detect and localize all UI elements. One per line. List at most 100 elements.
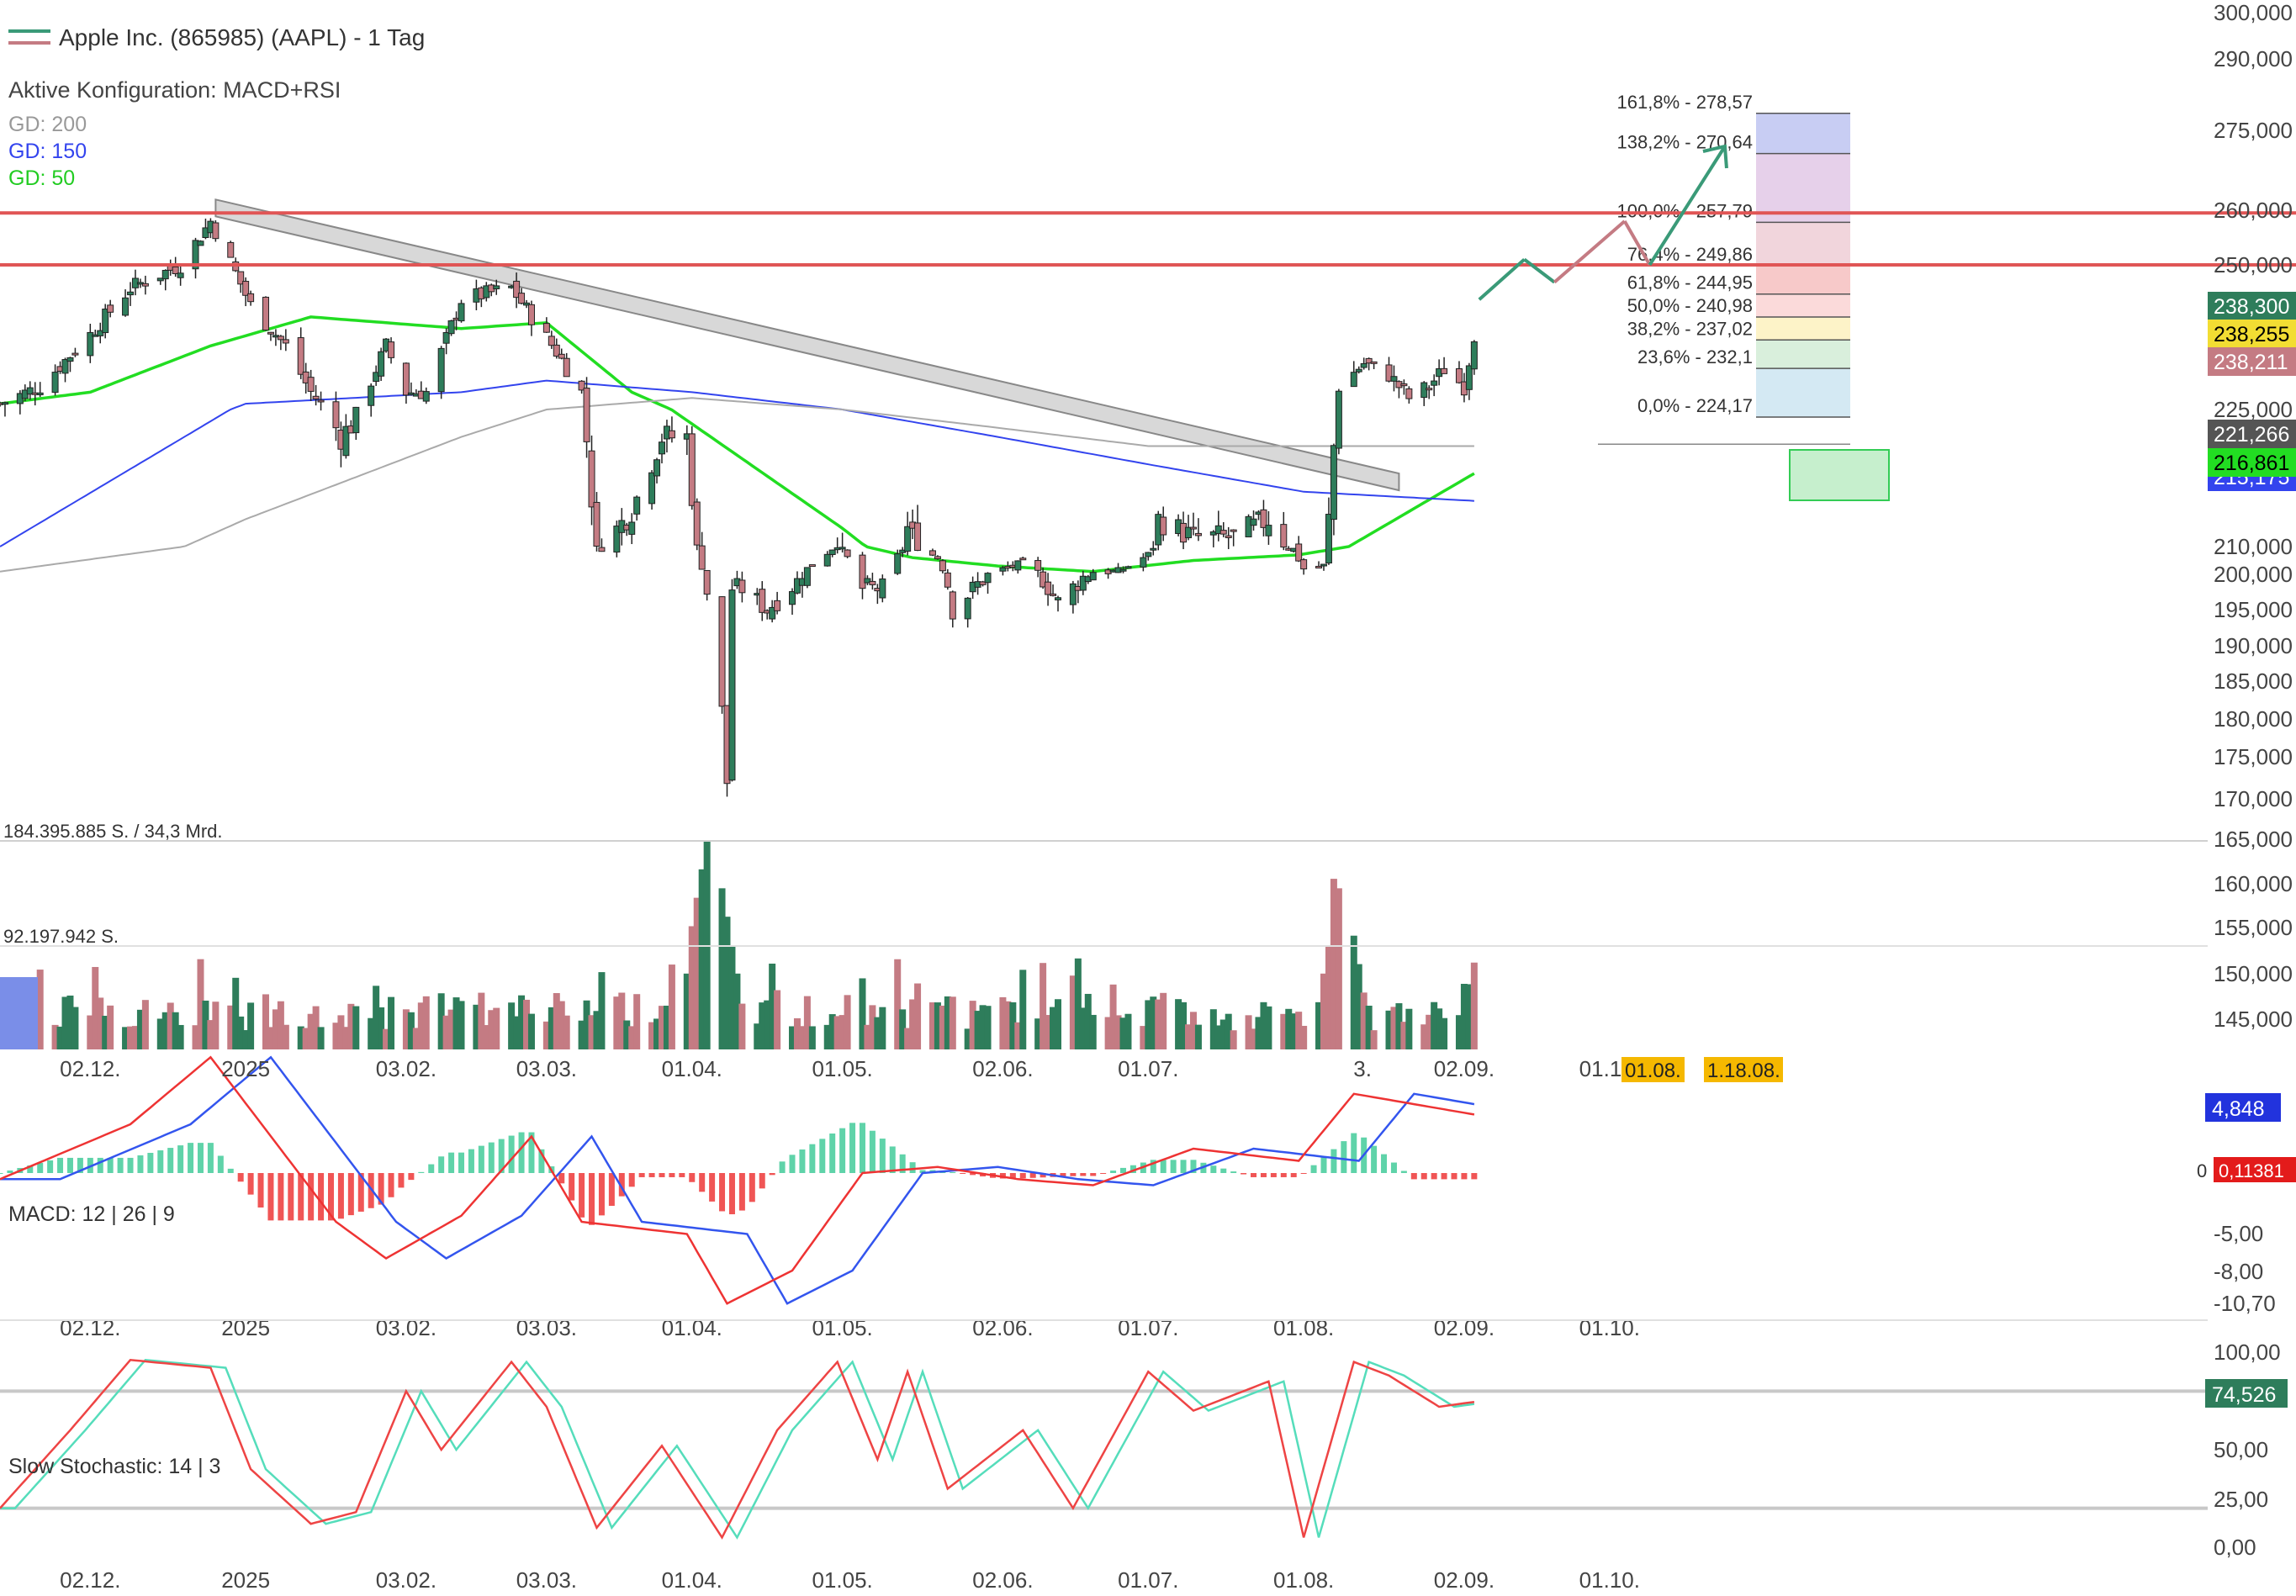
- macd-histogram-bar: [1220, 1168, 1227, 1173]
- badge-mid: [2208, 320, 2296, 348]
- candle-body: [1265, 525, 1272, 536]
- candle-body: [513, 280, 521, 299]
- candle-body: [1150, 547, 1157, 551]
- volume-bar: [578, 1020, 585, 1049]
- moving-average-line: [0, 379, 1474, 547]
- macd-panel: [0, 1055, 1478, 1305]
- candle-body: [1260, 509, 1267, 528]
- badge-gd50: [2208, 448, 2296, 477]
- candle-body: [1470, 341, 1478, 370]
- fib-zone: [1756, 340, 1850, 369]
- volume-bar: [232, 977, 240, 1049]
- macd-histogram-bar: [0, 1173, 3, 1174]
- chart-legend[interactable]: Apple Inc. (865985) (AAPL) - 1 Tag: [8, 24, 425, 50]
- candle-body: [197, 240, 204, 246]
- time-tick-label: 02.12.: [60, 1315, 120, 1340]
- volume-bar: [1050, 1007, 1057, 1049]
- volume-bar: [1209, 1009, 1217, 1049]
- macd-histogram-bar: [1471, 1173, 1478, 1180]
- candle-body: [127, 291, 135, 296]
- candle-body: [1465, 365, 1473, 390]
- volume-bar: [167, 1002, 174, 1049]
- volume-bar: [1260, 1001, 1267, 1049]
- volume-bar: [527, 1013, 535, 1049]
- macd-histogram-bar: [368, 1173, 374, 1208]
- volume-bar: [352, 1006, 360, 1049]
- volume-bar: [452, 997, 460, 1049]
- macd-histogram-bar: [1080, 1173, 1087, 1176]
- volume-bar: [1455, 1015, 1463, 1049]
- macd-histogram-bar: [899, 1154, 906, 1173]
- macd-histogram-bar: [418, 1171, 425, 1173]
- volume-bar: [347, 1003, 355, 1049]
- volume-bar: [979, 1005, 987, 1049]
- candle-body: [1245, 515, 1252, 538]
- volume-bar: [859, 978, 866, 1049]
- volume-bar: [1004, 1001, 1012, 1049]
- price-tick-label: 225,000: [2214, 397, 2293, 422]
- candle-body: [26, 387, 34, 395]
- macd-histogram-bar: [57, 1157, 64, 1173]
- volume-bar: [161, 1012, 169, 1049]
- volume-bar: [478, 992, 485, 1049]
- volume-bar: [999, 996, 1007, 1049]
- volume-bar: [1290, 1013, 1298, 1049]
- volume-bar: [1385, 1010, 1393, 1049]
- stochastic-panel: [0, 1358, 2208, 1540]
- volume-bar: [823, 1024, 831, 1049]
- time-tick-label: 03.02.: [376, 1056, 436, 1081]
- macd-histogram-bar: [1190, 1160, 1197, 1173]
- price-tick-label: 300,000: [2214, 0, 2293, 25]
- time-tick-label: 02.09.: [1434, 1567, 1495, 1593]
- volume-bar: [1014, 1022, 1022, 1049]
- fib-level-label: 38,2% - 237,02: [1627, 318, 1753, 339]
- macd-histogram-bar: [1331, 1149, 1337, 1173]
- macd-histogram-bar: [388, 1173, 394, 1197]
- candle-body: [803, 567, 811, 586]
- volume-bar: [1245, 1015, 1252, 1049]
- time-tick-label: 01.07.: [1118, 1567, 1178, 1593]
- macd-histogram-bar: [177, 1145, 184, 1173]
- macd-histogram-bar: [1381, 1154, 1388, 1173]
- macd-histogram-bar: [869, 1130, 876, 1173]
- volume-bar: [131, 1026, 139, 1049]
- volume-bar: [658, 1006, 665, 1049]
- volume-bar: [1175, 999, 1182, 1049]
- volume-bar: [688, 926, 696, 1049]
- candle-body: [548, 336, 555, 346]
- macd-histogram-bar: [719, 1173, 726, 1212]
- candle-body: [698, 545, 706, 570]
- volume-bar: [242, 1030, 250, 1049]
- candle-body: [317, 399, 325, 403]
- candle-body: [1315, 565, 1323, 568]
- candle-body: [864, 578, 871, 584]
- macd-histogram-bar: [347, 1173, 354, 1216]
- time-tick-label: 2025: [221, 1056, 270, 1081]
- badge-open-text: 238,211: [2214, 351, 2288, 374]
- volume-bar: [493, 1007, 500, 1049]
- macd-histogram-bar: [919, 1170, 926, 1173]
- candle-body: [402, 362, 410, 396]
- fib-zone: [1756, 113, 1850, 154]
- volume-bar: [237, 1016, 245, 1049]
- time-tick-label: 02.09.: [1434, 1315, 1495, 1340]
- macd-histogram-bar: [1129, 1165, 1136, 1173]
- volume-bar: [808, 1026, 816, 1049]
- macd-histogram-bar: [769, 1173, 775, 1176]
- candle-body: [1370, 361, 1378, 364]
- volume-bar: [653, 1018, 661, 1049]
- volume-bar: [828, 1014, 836, 1049]
- stoch-k-line: [0, 1358, 1475, 1540]
- volume-bar: [302, 1028, 309, 1049]
- macd-histogram-bar: [378, 1173, 384, 1205]
- moving-average-line: [0, 397, 1474, 573]
- macd-histogram-bar: [197, 1143, 204, 1173]
- candle-body: [588, 450, 595, 508]
- volume-tick-label: 160,000: [2214, 871, 2293, 896]
- price-tick-label: 275,000: [2214, 118, 2293, 143]
- volume-bar: [663, 1005, 670, 1049]
- volume-bar: [212, 1001, 220, 1049]
- time-tick-label: 01.04.: [662, 1056, 722, 1081]
- macd-histogram-bar: [889, 1146, 896, 1173]
- candle-body: [728, 589, 736, 781]
